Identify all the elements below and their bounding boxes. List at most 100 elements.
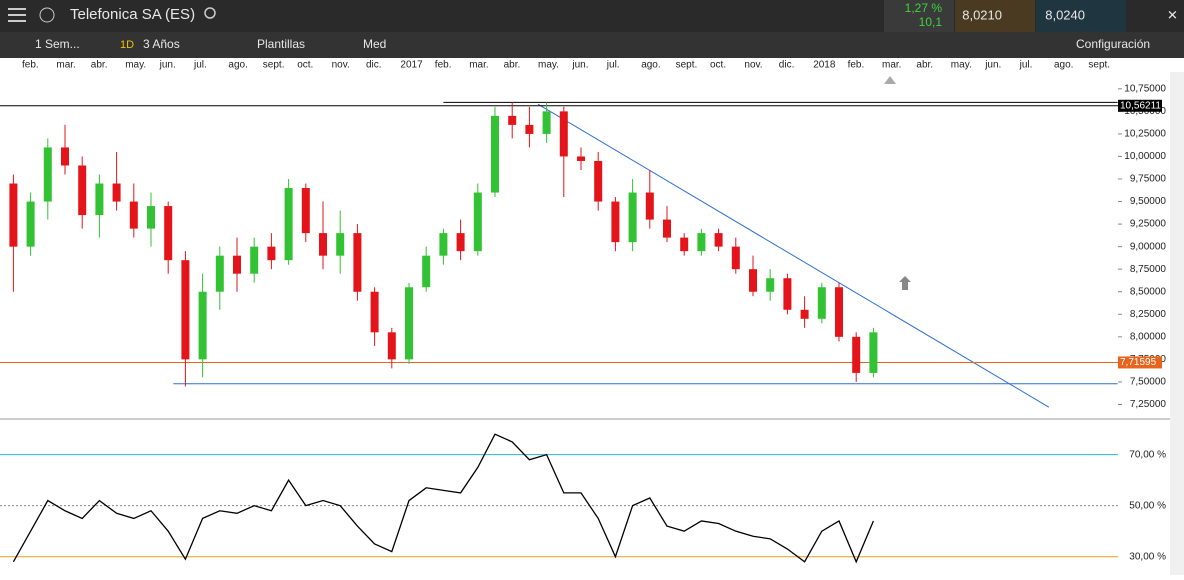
candle-body	[869, 332, 877, 373]
x-tick-label: may.	[125, 60, 146, 71]
y-tick-label: 9,25000	[1130, 219, 1167, 230]
x-tick-label: sept.	[676, 60, 698, 71]
candle-body	[835, 287, 843, 337]
candle-body	[663, 220, 671, 238]
scroll-strip	[1170, 72, 1184, 575]
x-tick-label: mar.	[56, 60, 75, 71]
candle-body	[27, 202, 35, 247]
candle-body	[611, 202, 619, 243]
candle-body	[457, 233, 465, 251]
x-tick-label: jul.	[606, 60, 620, 71]
x-tick-label: abr.	[504, 60, 521, 71]
candle-body	[371, 292, 379, 333]
candle-body	[353, 233, 361, 292]
candle-body	[749, 269, 757, 292]
x-tick-label: dic.	[779, 60, 795, 71]
settings-button[interactable]: Configuración	[1076, 37, 1150, 51]
buy-price[interactable]: 8,0240	[1045, 7, 1085, 22]
candle-body	[697, 233, 705, 251]
candle-body	[147, 206, 155, 229]
candle-body	[680, 238, 688, 252]
candle-body	[715, 233, 723, 247]
x-tick-label: mar.	[469, 60, 488, 71]
time-axis	[0, 58, 1184, 72]
x-tick-label: jul.	[193, 60, 207, 71]
candle-body	[543, 111, 551, 134]
style-select[interactable]: Med	[363, 37, 386, 51]
y-tick-label: 70,00 %	[1129, 449, 1166, 460]
x-tick-label: sept.	[263, 60, 285, 71]
candle-body	[405, 287, 413, 359]
x-tick-label: ago.	[228, 60, 247, 71]
candle-body	[783, 278, 791, 310]
candle-body	[560, 111, 568, 156]
candle-body	[629, 193, 637, 243]
sell-price[interactable]: 8,0210	[962, 7, 1002, 22]
candle-body	[216, 256, 224, 292]
x-tick-label: mar.	[882, 60, 901, 71]
level-label: 10,56211	[1120, 100, 1161, 111]
candle-body	[388, 332, 396, 359]
candle-body	[336, 233, 344, 256]
candle-body	[508, 116, 516, 125]
candle-body	[646, 193, 654, 220]
period-select[interactable]: 1 Sem...	[35, 37, 80, 51]
candle-body	[302, 188, 310, 233]
x-tick-label: oct.	[710, 60, 726, 71]
y-tick-label: 7,50000	[1130, 377, 1167, 388]
x-tick-label: jun.	[984, 60, 1001, 71]
oscillator-line	[13, 434, 873, 562]
candle-body	[766, 278, 774, 292]
x-tick-label: jun.	[571, 60, 588, 71]
y-tick-label: 30,00 %	[1129, 551, 1166, 562]
candle-body	[78, 165, 86, 215]
range-select[interactable]: 3 Años	[143, 37, 180, 51]
y-tick-label: 9,50000	[1130, 196, 1167, 207]
candle-body	[267, 247, 275, 261]
x-tick-label: ago.	[1054, 60, 1073, 71]
candle-body	[285, 188, 293, 260]
interval-button[interactable]: 1D	[120, 39, 134, 51]
candle-body	[9, 184, 17, 247]
instrument-name[interactable]: Telefonica SA (ES)	[70, 6, 195, 23]
candle-body	[801, 310, 809, 319]
candle-body	[164, 206, 172, 260]
close-icon[interactable]: ✕	[1167, 7, 1178, 22]
x-tick-label: feb.	[848, 60, 865, 71]
change-pct: 1,27 %	[905, 1, 943, 15]
x-tick-label: may.	[951, 60, 972, 71]
y-tick-label: 10,00000	[1124, 151, 1166, 162]
x-tick-label: feb.	[22, 60, 39, 71]
x-tick-label: 2018	[813, 60, 836, 71]
candle-body	[422, 256, 430, 288]
candle-body	[233, 256, 241, 274]
candle-body	[130, 202, 138, 229]
x-tick-label: feb.	[435, 60, 452, 71]
y-tick-label: 7,25000	[1130, 399, 1167, 410]
y-tick-label: 8,50000	[1130, 286, 1167, 297]
candle-body	[818, 287, 826, 319]
level-label: 7,71595	[1120, 357, 1157, 368]
candle-body	[250, 247, 258, 274]
marker-icon	[884, 76, 896, 84]
x-tick-label: jun.	[159, 60, 176, 71]
candle-body	[61, 147, 69, 165]
y-tick-label: 10,75000	[1124, 83, 1166, 94]
x-tick-label: sept.	[1088, 60, 1110, 71]
candle-body	[44, 147, 52, 201]
candle-body	[491, 116, 499, 193]
x-tick-label: nov.	[744, 60, 762, 71]
candle-body	[439, 233, 447, 256]
y-tick-label: 8,00000	[1130, 331, 1167, 342]
y-tick-label: 50,00 %	[1129, 500, 1166, 511]
x-tick-label: 2017	[400, 60, 423, 71]
candle-body	[181, 260, 189, 359]
y-tick-label: 9,00000	[1130, 241, 1167, 252]
change-abs: 10,1	[919, 15, 943, 29]
x-tick-label: abr.	[91, 60, 108, 71]
arrow-icon	[899, 276, 911, 290]
x-tick-label: dic.	[366, 60, 382, 71]
candle-body	[577, 156, 585, 161]
templates-select[interactable]: Plantillas	[257, 37, 305, 51]
